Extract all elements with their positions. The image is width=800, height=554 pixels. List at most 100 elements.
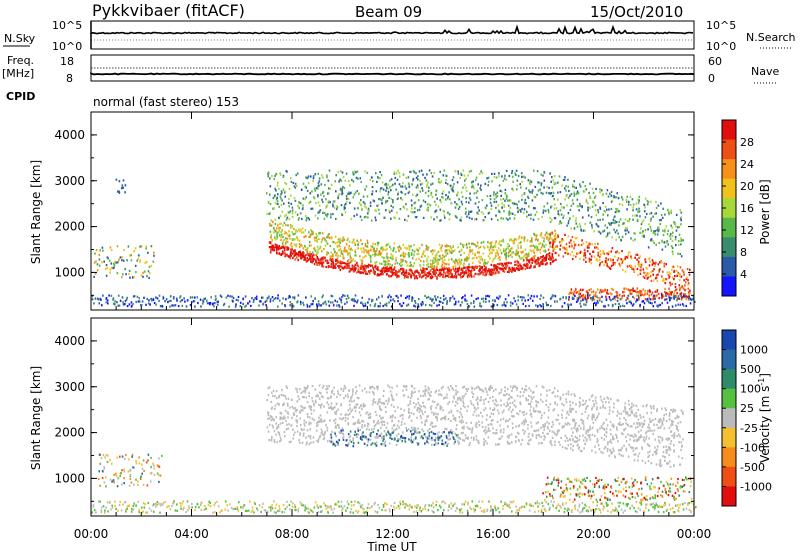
data-cell	[339, 245, 341, 248]
data-cell	[121, 256, 124, 259]
data-cell	[540, 262, 542, 265]
data-cell	[511, 239, 514, 242]
data-cell	[409, 402, 411, 405]
data-cell	[468, 210, 470, 213]
data-cell	[424, 394, 427, 397]
data-cell	[321, 258, 324, 261]
data-cell	[332, 263, 335, 266]
data-cell	[500, 190, 503, 193]
data-cell	[332, 241, 335, 244]
data-cell	[446, 211, 449, 214]
data-cell	[332, 407, 334, 410]
data-cell	[390, 217, 392, 220]
data-cell	[601, 193, 604, 197]
data-cell	[341, 261, 344, 264]
data-cell	[225, 296, 228, 299]
data-cell	[556, 245, 558, 248]
data-cell	[527, 298, 529, 302]
data-cell	[416, 270, 418, 273]
data-cell	[640, 223, 643, 226]
data-cell	[550, 180, 552, 183]
data-cell	[313, 196, 315, 199]
data-cell	[637, 298, 639, 301]
data-cell	[482, 297, 485, 300]
data-cell	[424, 303, 427, 307]
data-cell	[283, 232, 286, 235]
data-cell	[482, 272, 485, 275]
data-cell	[637, 198, 640, 201]
data-cell	[308, 395, 310, 398]
data-cell	[330, 258, 333, 261]
data-cell	[313, 418, 315, 422]
data-cell	[102, 249, 104, 252]
data-cell	[500, 252, 503, 255]
data-cell	[649, 227, 652, 230]
data-cell	[561, 206, 563, 209]
data-cell	[537, 218, 540, 221]
data-cell	[91, 295, 94, 298]
data-cell	[306, 250, 309, 253]
data-cell	[543, 259, 545, 262]
data-cell	[316, 257, 319, 260]
data-cell	[291, 212, 294, 215]
data-cell	[429, 297, 432, 300]
data-cell	[270, 419, 273, 422]
data-cell	[606, 264, 608, 267]
data-cell	[311, 256, 313, 259]
data-cell	[415, 172, 417, 175]
data-cell	[480, 241, 483, 244]
data-cell	[356, 299, 359, 302]
data-cell	[487, 176, 490, 179]
data-cell	[273, 419, 275, 422]
data-cell	[514, 260, 517, 263]
data-cell	[106, 256, 109, 259]
data-cell	[629, 195, 632, 198]
data-cell	[534, 247, 536, 250]
data-cell	[389, 263, 391, 266]
data-cell	[389, 256, 392, 259]
data-cell	[542, 192, 544, 195]
data-cell	[495, 266, 497, 270]
data-cell	[282, 202, 285, 205]
data-cell	[293, 297, 296, 300]
data-cell	[534, 265, 536, 268]
data-cell	[522, 259, 525, 262]
data-cell	[451, 295, 454, 298]
data-cell	[386, 252, 388, 255]
data-cell	[508, 174, 511, 178]
data-cell	[297, 253, 300, 256]
data-cell	[301, 429, 303, 432]
data-cell	[392, 201, 394, 204]
data-cell	[643, 276, 646, 279]
data-cell	[352, 173, 355, 176]
data-cell	[351, 408, 354, 411]
data-cell	[453, 269, 456, 272]
data-cell	[657, 263, 660, 266]
data-cell	[594, 295, 597, 298]
data-cell	[347, 409, 350, 412]
data-cell	[214, 302, 216, 305]
data-cell	[337, 424, 340, 427]
data-cell	[656, 229, 658, 232]
data-cell	[650, 279, 653, 282]
data-cell	[540, 232, 543, 235]
data-cell	[438, 219, 441, 222]
data-cell	[122, 186, 124, 189]
data-cell	[386, 243, 388, 247]
data-cell	[508, 213, 510, 216]
data-cell	[379, 401, 381, 404]
data-cell	[427, 429, 429, 432]
data-cell	[317, 217, 319, 220]
data-cell	[109, 268, 112, 271]
data-cell	[473, 305, 476, 308]
data-cell	[336, 257, 339, 260]
data-cell	[368, 391, 371, 394]
data-cell	[306, 248, 308, 251]
data-cell	[524, 268, 527, 271]
data-cell	[532, 218, 535, 221]
data-cell	[278, 252, 280, 255]
data-cell	[497, 297, 500, 300]
data-cell	[374, 270, 376, 274]
data-cell	[603, 289, 605, 292]
data-cell	[524, 176, 526, 179]
